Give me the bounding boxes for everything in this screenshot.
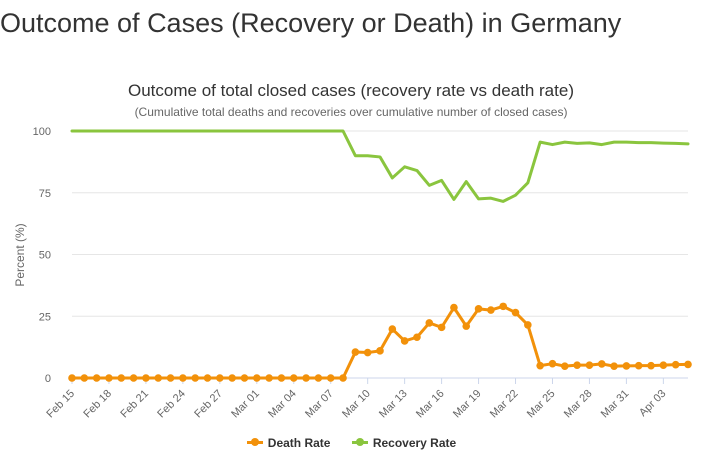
x-tick-label: Mar 19 [451, 388, 484, 421]
death-rate-point[interactable] [326, 374, 335, 382]
death-rate-point[interactable] [671, 360, 680, 369]
death-rate-point[interactable] [105, 374, 113, 382]
death-rate-point[interactable] [252, 374, 261, 382]
death-rate-point[interactable] [548, 359, 557, 368]
death-rate-point[interactable] [351, 348, 360, 356]
death-rate-line [70, 304, 690, 380]
legend-label-death-rate: Death Rate [267, 436, 331, 450]
x-tick-label: Feb 21 [118, 388, 151, 421]
grid-lines [72, 130, 688, 379]
legend-item-recovery-rate[interactable]: Recovery Rate [351, 436, 457, 450]
death-rate-point[interactable] [561, 362, 569, 370]
death-rate-point[interactable] [302, 374, 310, 382]
y-tick-label: 0 [45, 373, 51, 385]
death-rate-point[interactable] [425, 319, 434, 327]
death-rate-point[interactable] [400, 337, 409, 345]
death-rate-point[interactable] [499, 302, 508, 311]
death-rate-point[interactable] [80, 374, 89, 382]
x-tick-label: Mar 16 [414, 388, 447, 421]
series-lines [68, 129, 692, 382]
death-rate-point[interactable] [179, 374, 187, 382]
series-death-rate [68, 302, 692, 382]
y-axis-title: Percent (%) [13, 223, 27, 286]
y-tick-label: 75 [39, 188, 51, 200]
death-rate-point[interactable] [647, 361, 655, 370]
death-rate-point[interactable] [142, 374, 150, 382]
x-tick-label: Mar 22 [488, 388, 521, 421]
death-rate-point[interactable] [265, 374, 273, 382]
death-rate-point[interactable] [92, 374, 101, 382]
death-rate-point[interactable] [216, 374, 224, 382]
death-rate-point[interactable] [154, 374, 163, 382]
legend-item-death-rate[interactable]: Death Rate [246, 436, 331, 450]
x-axis: Feb 15 Feb 18 Feb 21 Feb 24 Feb 27 Mar 01 Mar … [44, 377, 688, 421]
x-tick-label: Mar 10 [340, 388, 373, 421]
death-rate-point[interactable] [191, 374, 199, 382]
death-rate-point[interactable] [388, 325, 397, 333]
y-tick-label: 25 [39, 311, 51, 323]
death-rate-point[interactable] [524, 321, 532, 329]
death-rate-point[interactable] [339, 374, 347, 382]
chart-subtitle: (Cumulative total deaths and recoveries … [135, 105, 568, 119]
death-rate-point[interactable] [511, 308, 520, 317]
x-tick-label: Mar 01 [229, 388, 262, 421]
y-axis-tick-labels: 0 25 50 75 100 [33, 126, 51, 385]
recovery-rate-swatch-icon [351, 438, 368, 447]
death-rate-point[interactable] [610, 362, 618, 370]
death-rate-point[interactable] [597, 360, 606, 368]
death-rate-point[interactable] [117, 374, 126, 382]
death-rate-point[interactable] [277, 374, 286, 382]
death-rate-point[interactable] [240, 374, 249, 382]
death-rate-point[interactable] [68, 374, 76, 382]
death-rate-point[interactable] [573, 361, 581, 369]
x-tick-label: Feb 27 [192, 388, 225, 421]
death-rate-point[interactable] [684, 360, 692, 369]
x-tick-label: Mar 07 [303, 388, 336, 421]
x-tick-label: Mar 13 [377, 388, 410, 421]
death-rate-point[interactable] [462, 322, 471, 330]
legend: Death Rate Recovery Rate [0, 436, 703, 450]
death-rate-point[interactable] [376, 347, 384, 355]
x-tick-label: Feb 18 [81, 388, 114, 421]
death-rate-point[interactable] [622, 362, 631, 370]
x-tick-label: Feb 15 [44, 388, 77, 421]
death-rate-point[interactable] [585, 361, 594, 369]
y-tick-label: 100 [33, 126, 51, 138]
death-rate-point[interactable] [634, 361, 643, 370]
death-rate-swatch-icon [246, 438, 263, 447]
death-rate-point[interactable] [203, 374, 212, 382]
death-rate-point[interactable] [363, 348, 372, 357]
legend-label-recovery-rate: Recovery Rate [372, 436, 457, 450]
death-rate-point[interactable] [487, 306, 495, 314]
death-rate-point[interactable] [413, 333, 421, 342]
recovery-rate-line [70, 129, 690, 203]
death-rate-point[interactable] [166, 374, 175, 382]
death-rate-point[interactable] [314, 374, 323, 382]
death-rate-point[interactable] [474, 305, 483, 313]
death-rate-point[interactable] [536, 361, 544, 370]
death-rate-point[interactable] [228, 374, 236, 382]
page-title: Outcome of Cases (Recovery or Death) in … [0, 8, 622, 38]
x-tick-label: Feb 24 [155, 388, 188, 421]
death-rate-point[interactable] [129, 374, 138, 382]
y-tick-label: 50 [39, 250, 51, 262]
x-tick-label: Mar 31 [599, 388, 632, 421]
x-tick-label: Mar 04 [266, 388, 299, 421]
chart-title: Outcome of total closed cases (recovery … [128, 81, 574, 100]
x-tick-label: Apr 03 [637, 388, 668, 419]
death-rate-point[interactable] [659, 361, 668, 369]
series-recovery-rate [70, 129, 690, 203]
death-rate-point[interactable] [437, 323, 446, 332]
death-rate-point[interactable] [450, 303, 458, 312]
x-tick-label: Mar 28 [562, 388, 595, 421]
death-rate-point[interactable] [289, 374, 298, 382]
x-tick-label: Mar 25 [525, 388, 558, 421]
